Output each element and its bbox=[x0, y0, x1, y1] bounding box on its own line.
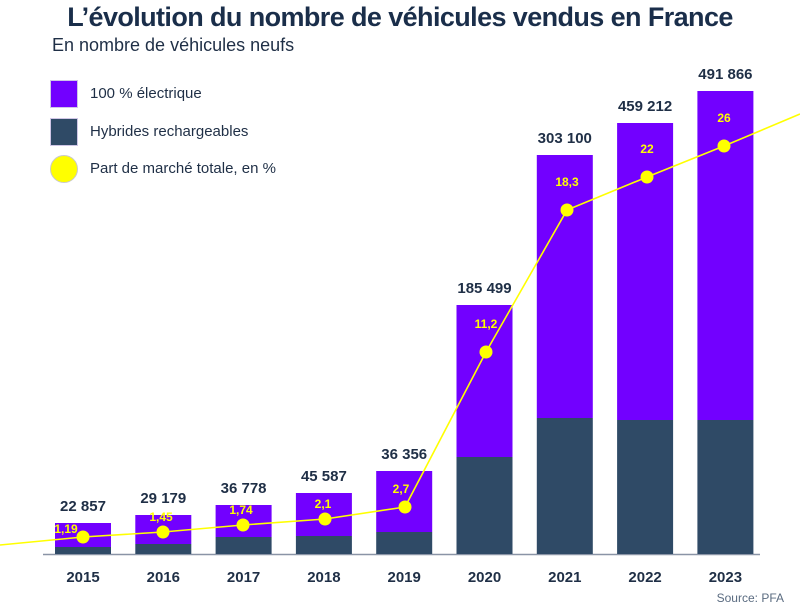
market-share-point-2023 bbox=[717, 139, 731, 153]
bar-hybrid-2015 bbox=[55, 547, 111, 554]
bar-hybrid-2019 bbox=[376, 532, 433, 554]
market-share-point-2017 bbox=[236, 518, 250, 532]
legend-label-hybrid: Hybrides rechargeables bbox=[90, 123, 249, 140]
market-share-label-2020: 11,2 bbox=[475, 317, 498, 331]
legend-swatch-electric bbox=[50, 80, 78, 108]
total-label-2017: 36 778 bbox=[221, 480, 267, 497]
bar-electric-2022 bbox=[617, 123, 674, 420]
market-share-point-2019 bbox=[398, 500, 412, 514]
total-label-2022: 459 212 bbox=[618, 98, 672, 115]
year-label-2020: 2020 bbox=[468, 569, 501, 586]
total-label-2018: 45 587 bbox=[301, 468, 347, 485]
total-label-2019: 36 356 bbox=[381, 446, 427, 463]
bar-hybrid-2021 bbox=[536, 418, 593, 554]
bar-hybrid-2023 bbox=[697, 420, 754, 554]
total-label-2016: 29 179 bbox=[140, 490, 186, 507]
year-label-2017: 2017 bbox=[227, 569, 260, 586]
source-note: Source: PFA bbox=[716, 591, 784, 605]
total-label-2023: 491 866 bbox=[698, 66, 752, 83]
legend-swatch-market-share bbox=[50, 155, 78, 183]
year-label-2019: 2019 bbox=[388, 569, 421, 586]
bar-hybrid-2017 bbox=[215, 537, 272, 554]
market-share-label-2023: 26 bbox=[717, 111, 731, 125]
chart-subtitle: En nombre de véhicules neufs bbox=[52, 35, 295, 55]
bar-electric-2020 bbox=[456, 305, 513, 457]
legend-item-electric: 100 % électrique bbox=[50, 80, 370, 108]
market-share-point-2015 bbox=[76, 530, 90, 544]
market-share-point-2016 bbox=[156, 525, 170, 539]
market-share-point-2018 bbox=[318, 512, 332, 526]
year-label-2015: 2015 bbox=[66, 569, 99, 586]
total-label-2021: 303 100 bbox=[538, 130, 592, 147]
market-share-point-2020 bbox=[479, 345, 493, 359]
market-share-point-2021 bbox=[560, 203, 574, 217]
bar-hybrid-2022 bbox=[617, 420, 674, 554]
year-label-2021: 2021 bbox=[548, 569, 581, 586]
bar-hybrid-2016 bbox=[135, 544, 192, 554]
market-share-point-2022 bbox=[640, 170, 654, 184]
market-share-label-2022: 22 bbox=[640, 142, 654, 156]
market-share-label-2019: 2,7 bbox=[393, 482, 410, 496]
total-label-2020: 185 499 bbox=[457, 280, 511, 297]
market-share-label-2015: 1,19 bbox=[54, 522, 78, 536]
market-share-label-2017: 1,74 bbox=[229, 503, 253, 517]
legend-item-market-share: Part de marché totale, en % bbox=[50, 155, 370, 183]
market-share-label-2016: 1,45 bbox=[149, 510, 173, 524]
bar-electric-2021 bbox=[536, 155, 593, 418]
legend-item-hybrid: Hybrides rechargeables bbox=[50, 118, 370, 146]
chart-title: L’évolution du nombre de véhicules vendu… bbox=[67, 2, 733, 32]
bar-hybrid-2018 bbox=[295, 536, 352, 554]
legend-label-electric: 100 % électrique bbox=[90, 85, 202, 102]
legend-label-market-share: Part de marché totale, en % bbox=[90, 160, 276, 177]
market-share-label-2018: 2,1 bbox=[315, 497, 332, 511]
total-label-2015: 22 857 bbox=[60, 498, 106, 515]
bar-hybrid-2020 bbox=[456, 457, 513, 554]
legend-swatch-hybrid bbox=[50, 118, 78, 146]
year-label-2022: 2022 bbox=[628, 569, 661, 586]
year-label-2023: 2023 bbox=[709, 569, 742, 586]
year-label-2016: 2016 bbox=[147, 569, 180, 586]
market-share-label-2021: 18,3 bbox=[555, 175, 579, 189]
year-label-2018: 2018 bbox=[307, 569, 340, 586]
